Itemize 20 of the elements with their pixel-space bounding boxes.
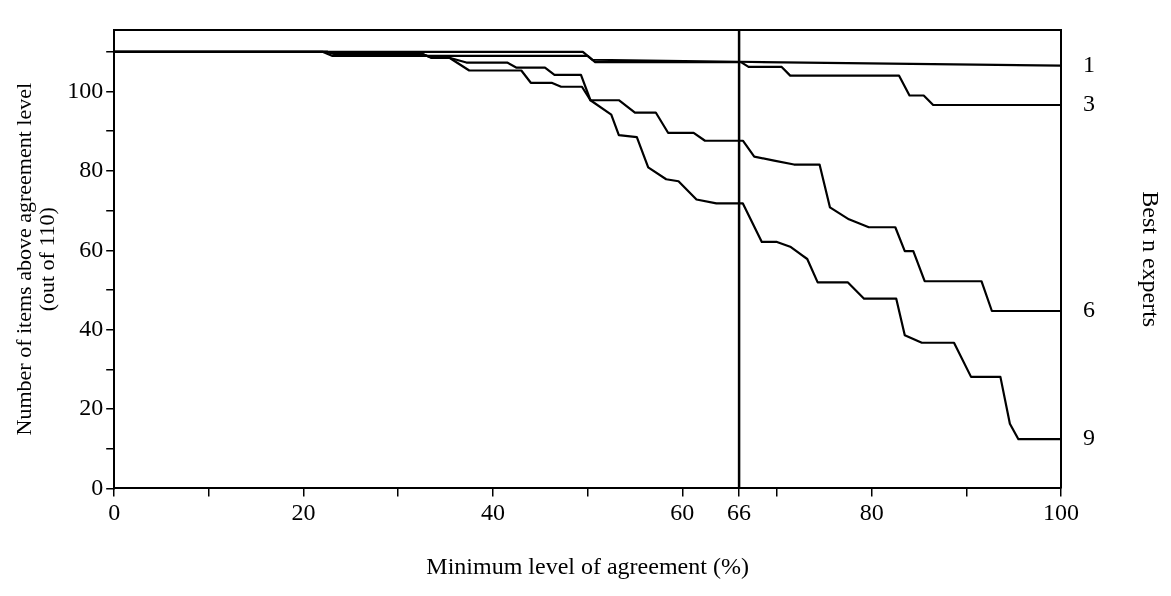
y-tick-label: 100	[67, 76, 104, 103]
x-tick-label: 40	[480, 499, 505, 526]
y-tick-label: 60	[79, 235, 104, 262]
x-tick-label: 66	[727, 499, 752, 526]
series-label: 1	[1083, 51, 1095, 78]
x-tick-label: 100	[1043, 499, 1079, 526]
x-tick-label: 80	[859, 499, 884, 526]
y-tick-label: 80	[79, 156, 104, 183]
y-tick-label: 40	[79, 314, 104, 341]
x-tick-label: 60	[670, 499, 695, 526]
series-label: 6	[1083, 296, 1095, 323]
y-tick-label: 20	[79, 394, 104, 421]
y2-axis-title: Best n experts	[1137, 191, 1164, 328]
y-tick-label: 0	[91, 473, 104, 500]
x-tick-label: 0	[108, 499, 121, 526]
series-label: 9	[1083, 424, 1095, 451]
y-axis-title: Number of items above agreement level (out of 110)	[11, 82, 60, 436]
x-tick-label: 20	[291, 499, 316, 526]
series-label: 3	[1083, 90, 1095, 117]
x-axis-title: Minimum level of agreement (%)	[426, 552, 749, 579]
